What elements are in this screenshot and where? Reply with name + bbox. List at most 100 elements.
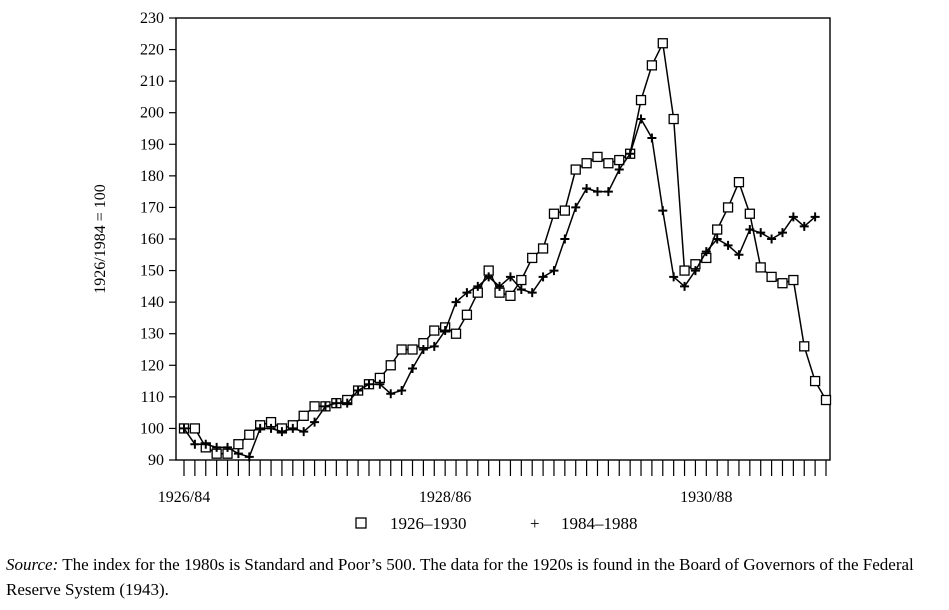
plus-point [799,221,809,231]
plus-point [571,202,581,212]
y-tick-label: 100 [140,420,164,437]
square-point [548,208,560,219]
plus-point [560,234,570,244]
plus-point [331,398,341,408]
y-tick-label: 160 [140,231,164,248]
square-point [461,309,473,320]
square-point [635,94,647,106]
plus-point [364,379,374,389]
square-point [657,38,668,49]
plus-point [690,266,700,276]
plus-point [582,183,592,193]
square-point [559,205,570,216]
square-point [679,265,690,276]
plus-point [734,250,744,260]
square-point [570,164,581,175]
y-axis-title: 1926/1984 = 100 [92,184,109,293]
plus-point [549,266,559,276]
series-layer [178,38,832,462]
square-point [385,360,396,371]
square-point [505,290,516,301]
plus-point [592,187,602,197]
plus-point [212,442,222,452]
source-text: The index for the 1980s is Standard and … [6,555,914,599]
plus-point [266,423,276,433]
plus-point [375,379,385,389]
plus-point [723,240,733,250]
y-tick-label: 180 [140,168,164,185]
plus-point [299,427,309,437]
y-tick-label: 90 [148,452,164,469]
square-point [244,429,255,440]
square-point [755,262,766,273]
square-point [189,423,201,434]
plus-point [680,281,690,291]
plus-point [777,228,787,238]
x-tick-label: 1930/88 [680,489,732,506]
plus-point [418,345,428,354]
y-tick-label: 130 [140,326,164,343]
plus-point [386,389,396,399]
plus-point [701,247,711,257]
square-point [646,60,658,71]
plus-point [288,423,298,433]
y-tick-label: 220 [140,42,164,59]
square-point [396,344,407,355]
plus-point [353,386,363,396]
plus-point [277,427,287,437]
square-point [777,278,788,289]
square-point [603,158,614,169]
plus-point [451,297,461,307]
y-tick-label: 170 [140,199,164,216]
x-tick-label: 1928/86 [419,489,471,506]
legend-square-marker [355,517,367,529]
plus-point [408,363,418,373]
plus-point [647,133,657,143]
plus-point [495,281,505,291]
plus-point [538,272,548,282]
y-tick-label: 140 [140,294,164,311]
square-point [788,274,799,286]
y-tick-label: 150 [140,263,164,280]
square-point [766,271,777,283]
plus-point [625,149,635,159]
y-tick-label: 190 [140,136,164,153]
y-axis: 90 100 110 120 130 140 150 160 170 180 190 200 210 22… [140,10,176,469]
chart: 90 100 110 120 130 140 150 160 170 180 190 200 210 22… [92,10,832,533]
plus-point [810,212,820,222]
plus-point [767,234,777,244]
square-point [407,344,418,355]
plus-point [320,401,330,411]
series-1926-1930 [178,38,832,459]
plus-point [756,228,766,238]
plus-point [429,341,439,351]
plot-frame [175,17,831,461]
plus-point [190,439,200,449]
square-point [516,274,527,286]
source-lead: Source: [6,555,59,574]
legend-plus-marker: + [530,514,540,533]
plus-point [603,187,613,197]
legend: 1926–1930 + 1984–1988 [355,514,638,533]
square-point [527,252,538,264]
square-point [668,113,679,125]
legend-label-1926-1930: 1926–1930 [390,514,467,533]
square-point [309,401,320,412]
plus-point [255,423,265,433]
square-point [809,375,821,387]
series-1984-1988 [179,114,820,462]
plus-point [244,452,254,462]
square-point [592,151,603,163]
source-note: Source: The index for the 1980s is Stand… [6,552,946,602]
y-tick-label: 110 [141,389,164,406]
x-tick-label: 1926/84 [158,489,210,506]
square-point [820,394,832,406]
x-axis: 1926/84 1928/86 1930/88 [158,460,827,506]
plus-point [614,165,624,175]
square-point [722,202,734,213]
plus-point [788,212,798,222]
plus-point [310,417,320,427]
square-point [744,208,755,219]
plus-point [527,288,537,298]
square-point [799,341,810,352]
